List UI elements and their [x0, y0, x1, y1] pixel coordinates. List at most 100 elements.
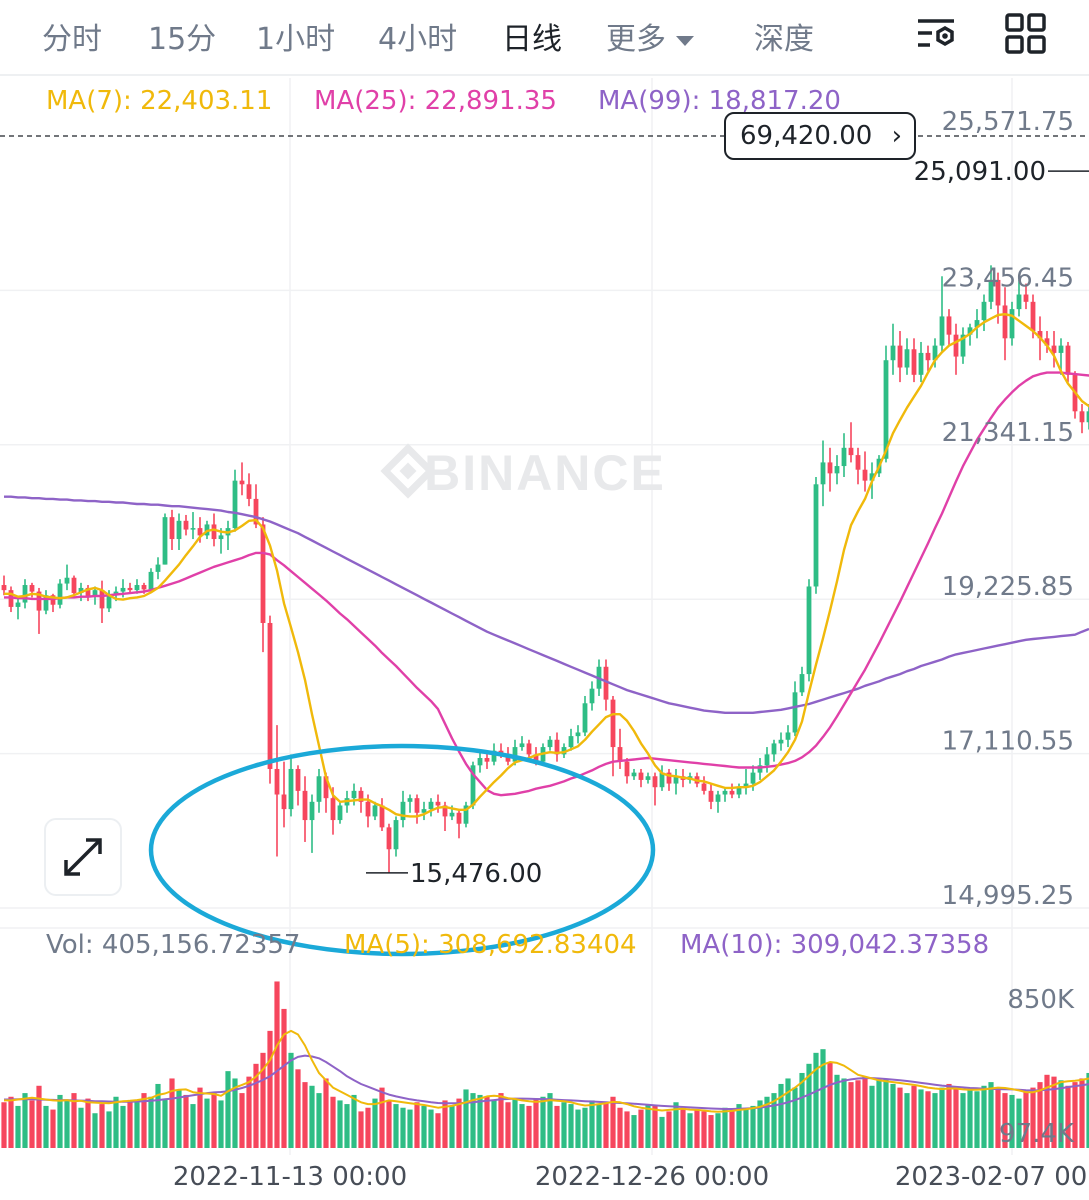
expand-fullscreen-button[interactable]: [44, 818, 122, 896]
volume-bar: [8, 1096, 14, 1148]
volume-bar: [638, 1109, 644, 1148]
candle: [309, 794, 315, 853]
legend-vol-ma10: MA(10): 309,042.37358: [680, 930, 990, 960]
candle: [463, 801, 469, 828]
volume-bar: [652, 1105, 658, 1148]
volume-bar: [960, 1093, 966, 1148]
volume-bar: [512, 1098, 518, 1148]
tab-1hour[interactable]: 1小时: [256, 22, 336, 57]
grid-layout-icon[interactable]: [1004, 12, 1048, 56]
candle: [57, 579, 63, 609]
candle-body: [351, 790, 357, 799]
volume-bar: [239, 1093, 245, 1148]
time-axis-label: 2022-11-13 00:00: [173, 1162, 407, 1192]
volume-bar: [736, 1104, 742, 1148]
candle-body: [638, 772, 644, 780]
candle-body: [1044, 338, 1050, 346]
candle-body: [183, 520, 189, 530]
candle: [1016, 279, 1022, 317]
tab-depth[interactable]: 深度: [754, 22, 814, 57]
volume-bar: [1009, 1094, 1015, 1148]
candle-body: [491, 750, 497, 762]
candle: [1, 575, 7, 596]
candle: [701, 776, 707, 795]
volume-bar: [365, 1107, 371, 1148]
volume-bar: [981, 1085, 987, 1148]
candle: [953, 323, 959, 375]
candle-body: [337, 805, 343, 821]
volume-bar: [407, 1109, 413, 1148]
tab-more[interactable]: 更多: [606, 14, 694, 58]
candle-body: [785, 732, 791, 740]
volume-bar: [1072, 1082, 1078, 1148]
candle-body: [330, 798, 336, 821]
volume-bar: [988, 1082, 994, 1148]
candle-body: [512, 747, 518, 762]
candle-body: [414, 798, 420, 813]
volume-bar: [624, 1111, 630, 1148]
volume-bar: [533, 1098, 539, 1148]
volume-bar: [1058, 1080, 1064, 1148]
volume-bar: [288, 1052, 294, 1148]
candle: [225, 520, 231, 550]
candle: [421, 801, 427, 821]
volume-bar: [729, 1111, 735, 1148]
candle: [155, 557, 161, 580]
volume-bar: [554, 1105, 560, 1148]
candle: [883, 345, 889, 463]
candle-body: [743, 783, 749, 788]
candle: [645, 772, 651, 784]
candle-body: [855, 455, 861, 470]
candle-body: [113, 591, 119, 595]
candle-body: [169, 517, 175, 540]
volume-bar: [211, 1093, 217, 1148]
tab-time-sharing[interactable]: 分时: [42, 22, 102, 57]
volume-bar: [1065, 1085, 1071, 1148]
candle-body: [400, 801, 406, 821]
candle-body: [281, 794, 287, 810]
candle-body: [1065, 345, 1071, 375]
candle: [589, 681, 595, 711]
candle: [162, 513, 168, 565]
candle: [785, 725, 791, 748]
candle-body: [190, 528, 196, 530]
candle-body: [764, 754, 770, 766]
candle-body: [134, 585, 140, 591]
volume-bar: [204, 1098, 210, 1148]
volume-bar: [295, 1069, 301, 1148]
candle: [435, 794, 441, 813]
volume-bar: [582, 1107, 588, 1148]
candle: [610, 695, 616, 777]
volume-bar: [701, 1111, 707, 1148]
candle-body: [106, 594, 112, 609]
current-price-value: 69,420.00: [740, 121, 873, 151]
candle: [456, 809, 462, 839]
chart-settings-icon[interactable]: [914, 12, 958, 56]
current-price-tag[interactable]: 69,420.00 ›: [724, 112, 916, 160]
candle: [1023, 283, 1029, 310]
time-axis-label: 2023-02-07 00:00: [895, 1162, 1089, 1192]
candle: [1065, 341, 1071, 383]
volume-bar: [176, 1089, 182, 1148]
volume-bar: [568, 1104, 574, 1148]
candle: [8, 586, 14, 613]
tab-daily[interactable]: 日线: [502, 22, 562, 57]
tab-4hour[interactable]: 4小时: [378, 22, 458, 57]
volume-bar: [1079, 1078, 1085, 1148]
candle: [722, 787, 728, 802]
candle-body: [1, 585, 7, 591]
volume-bar: [862, 1076, 868, 1148]
volume-bar: [190, 1104, 196, 1148]
volume-bar: [197, 1087, 203, 1148]
volume-bar: [1023, 1091, 1029, 1148]
candle: [771, 739, 777, 762]
volume-bar: [232, 1078, 238, 1148]
candle: [841, 433, 847, 478]
candle: [512, 739, 518, 766]
legend-ma99: MA(99): 18,817.20: [598, 86, 841, 116]
candle: [792, 681, 798, 737]
volume-bar: [435, 1113, 441, 1148]
tab-15min[interactable]: 15分: [148, 22, 217, 57]
candle-body: [148, 571, 154, 590]
